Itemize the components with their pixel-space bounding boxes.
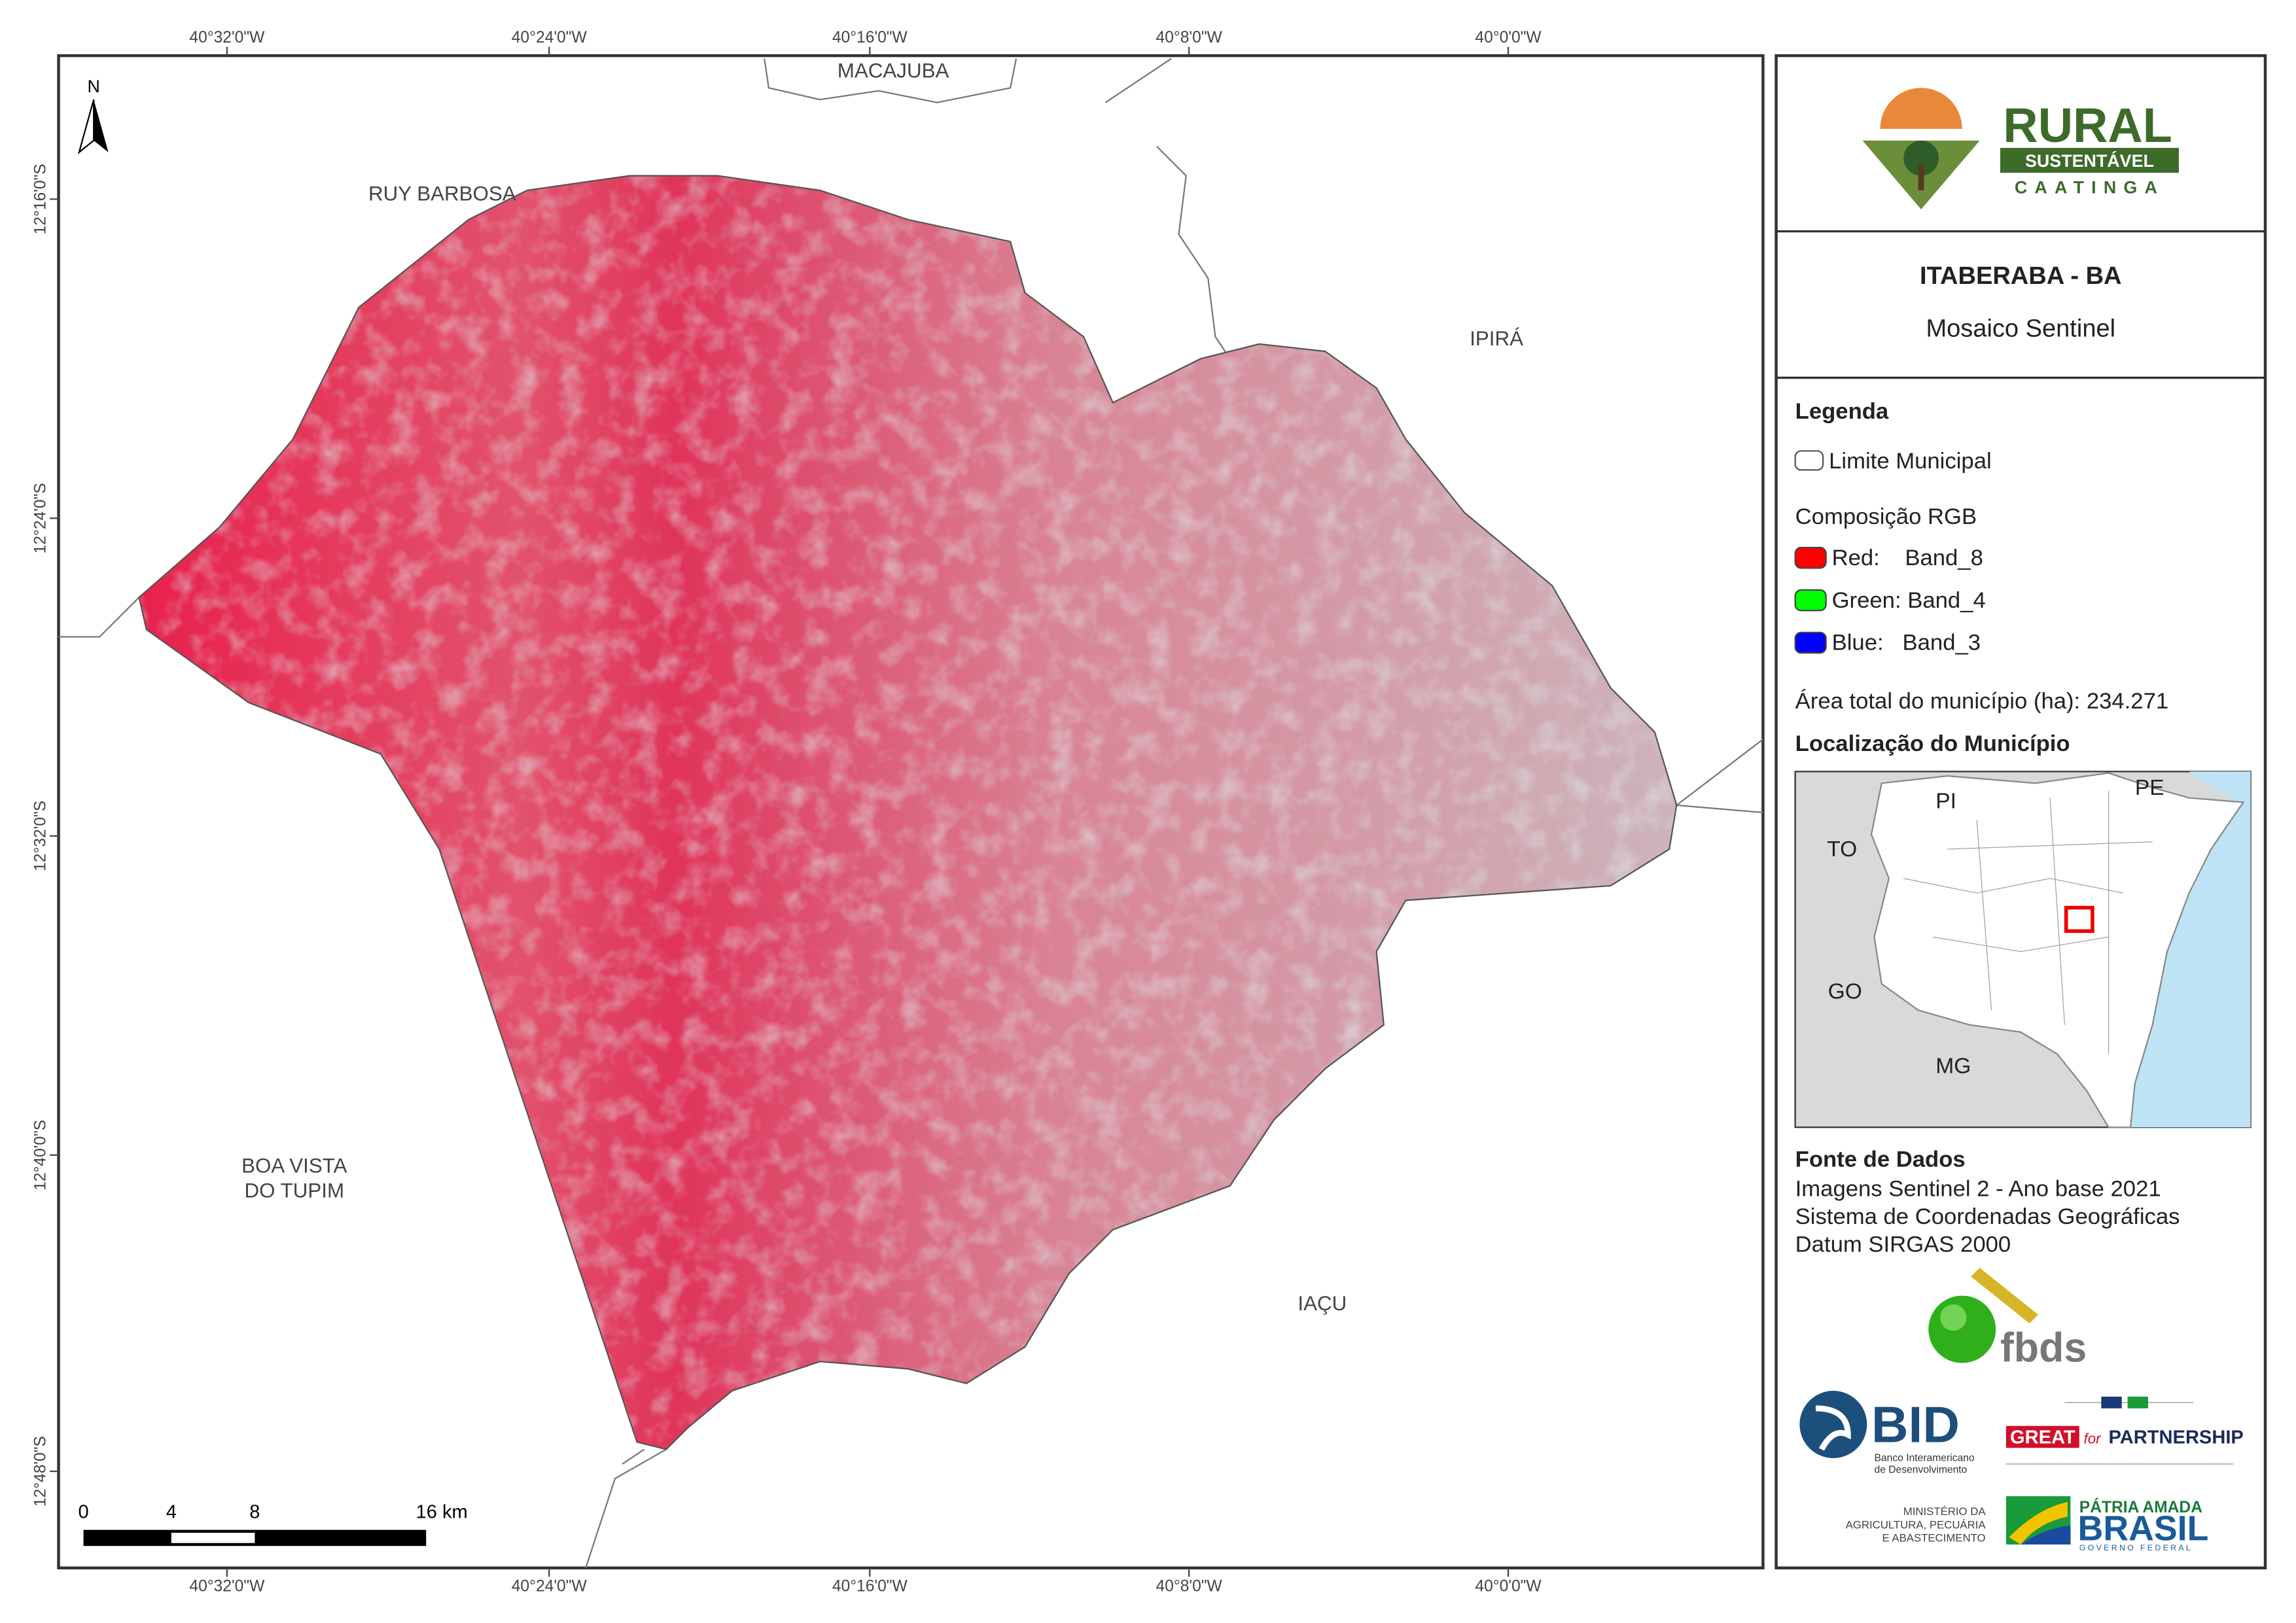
coord-ticks [50,46,1510,1577]
source-line: Sistema de Coordenadas Geográficas [1795,1204,2180,1229]
scale-label: 8 [249,1502,260,1523]
grid-labels: 40°32'0"W 40°24'0"W 40°16'0"W 40°8'0"W 4… [31,29,1542,1596]
brasil-logo: PÁTRIA AMADA BRASIL GOVERNO FEDERAL [2005,1496,2209,1552]
state-label: MG [1935,1054,1971,1078]
source-line: Imagens Sentinel 2 - Ano base 2021 [1795,1176,2161,1201]
panel-subtitle: Mosaico Sentinel [1926,315,2115,343]
great-for: for [2084,1431,2102,1447]
legend-item: Blue: Band_3 [1832,631,1981,655]
left-coord: 12°48'0"S [31,1436,49,1507]
municipal-boundary [138,175,1678,1450]
top-coord: 40°16'0"W [832,29,908,46]
ministry-text: E ABASTECIMENTO [1882,1532,1985,1544]
scale-label: 4 [166,1502,177,1523]
neighbor-name: DO TUPIM [245,1179,345,1202]
legend-item: Red: Band_8 [1832,546,1983,570]
bottom-coord: 40°24'0"W [512,1578,588,1596]
bottom-coord: 40°16'0"W [832,1578,908,1596]
red-swatch [1794,546,1827,569]
brasil-text: GOVERNO FEDERAL [2079,1543,2193,1552]
left-coord: 12°24'0"S [31,483,49,553]
state-label: TO [1827,837,1857,862]
sources-heading: Fonte de Dados [1795,1147,1966,1172]
location-inset: PI PE TO GO MG [1794,771,2252,1128]
fbds-text: fbds [2000,1325,2087,1370]
state-label: PE [2135,776,2164,800]
fbds-logo: fbds [1928,1268,2087,1370]
bid-subtext: de Desenvolvimento [1874,1464,1967,1475]
north-label: N [88,77,100,96]
neighbor-name: RUY BARBOSA [368,183,516,205]
neighbor-name: IAÇU [1298,1292,1347,1315]
neighbor-labels: MACAJUBA RUY BARBOSA IPIRÁ BOA VISTA DO … [241,60,1523,1315]
scale-bar: 0 4 8 16 km [78,1502,468,1546]
great-partnership: PARTNERSHIP [2109,1427,2244,1448]
neighbor-boundaries [58,58,1764,1569]
blue-swatch [1794,631,1827,654]
scale-label: 0 [78,1502,88,1523]
bid-logo: BID Banco Interamericano de Desenvolvime… [1799,1391,1975,1475]
top-coord: 40°8'0"W [1156,29,1223,46]
brasil-text: BRASIL [2078,1509,2209,1548]
neighbor-name: BOA VISTA [241,1155,347,1178]
boundary-swatch [1794,450,1824,471]
brasil-text: PÁTRIA AMADA [2079,1498,2202,1516]
neighbor-name: MACAJUBA [838,60,949,82]
bid-text: BID [1871,1395,1960,1453]
legend-heading: Legenda [1795,399,1889,424]
left-coord: 12°16'0"S [31,164,49,234]
north-arrow [94,99,109,152]
scale-label: 16 km [416,1502,468,1523]
top-coord: 40°0'0"W [1475,29,1542,46]
top-coord: 40°24'0"W [512,29,588,46]
source-line: Datum SIRGAS 2000 [1795,1232,2011,1257]
ministry-logo: MINISTÉRIO DA AGRICULTURA, PECUÁRIA E AB… [1846,1505,1987,1544]
legend-subheading: Composição RGB [1795,504,1977,529]
panel-title: ITABERABA - BA [1920,262,2121,290]
rural-logo: RURAL SUSTENTÁVEL CAATINGA [1862,88,2179,210]
left-coord: 12°40'0"S [31,1120,49,1191]
area-text: Área total do município (ha): 234.271 [1795,688,2169,714]
green-swatch [1794,589,1827,612]
logo-caatinga: CAATINGA [2015,177,2164,197]
bottom-coord: 40°32'0"W [189,1578,265,1596]
great-text: GREAT [2010,1427,2075,1448]
state-label: GO [1828,979,1862,1003]
legend-item: Green: Band_4 [1832,588,1986,613]
bottom-coord: 40°0'0"W [1475,1578,1542,1596]
logo-sustentavel: SUSTENTÁVEL [2025,150,2154,171]
state-label: PI [1935,789,1956,813]
ministry-text: AGRICULTURA, PECUÁRIA [1846,1518,1987,1531]
logo-rural: RURAL [2003,98,2172,152]
great-logo: GREAT for PARTNERSHIP [2005,1396,2244,1465]
legend-item: Limite Municipal [1829,449,1992,474]
ministry-text: MINISTÉRIO DA [1903,1505,1987,1518]
location-heading: Localização do Município [1795,731,2070,756]
left-coord: 12°32'0"S [31,801,49,871]
neighbor-name: IPIRÁ [1470,327,1523,350]
top-coord: 40°32'0"W [189,29,265,46]
bid-subtext: Banco Interamericano [1874,1452,1974,1463]
bottom-coord: 40°8'0"W [1156,1578,1223,1596]
